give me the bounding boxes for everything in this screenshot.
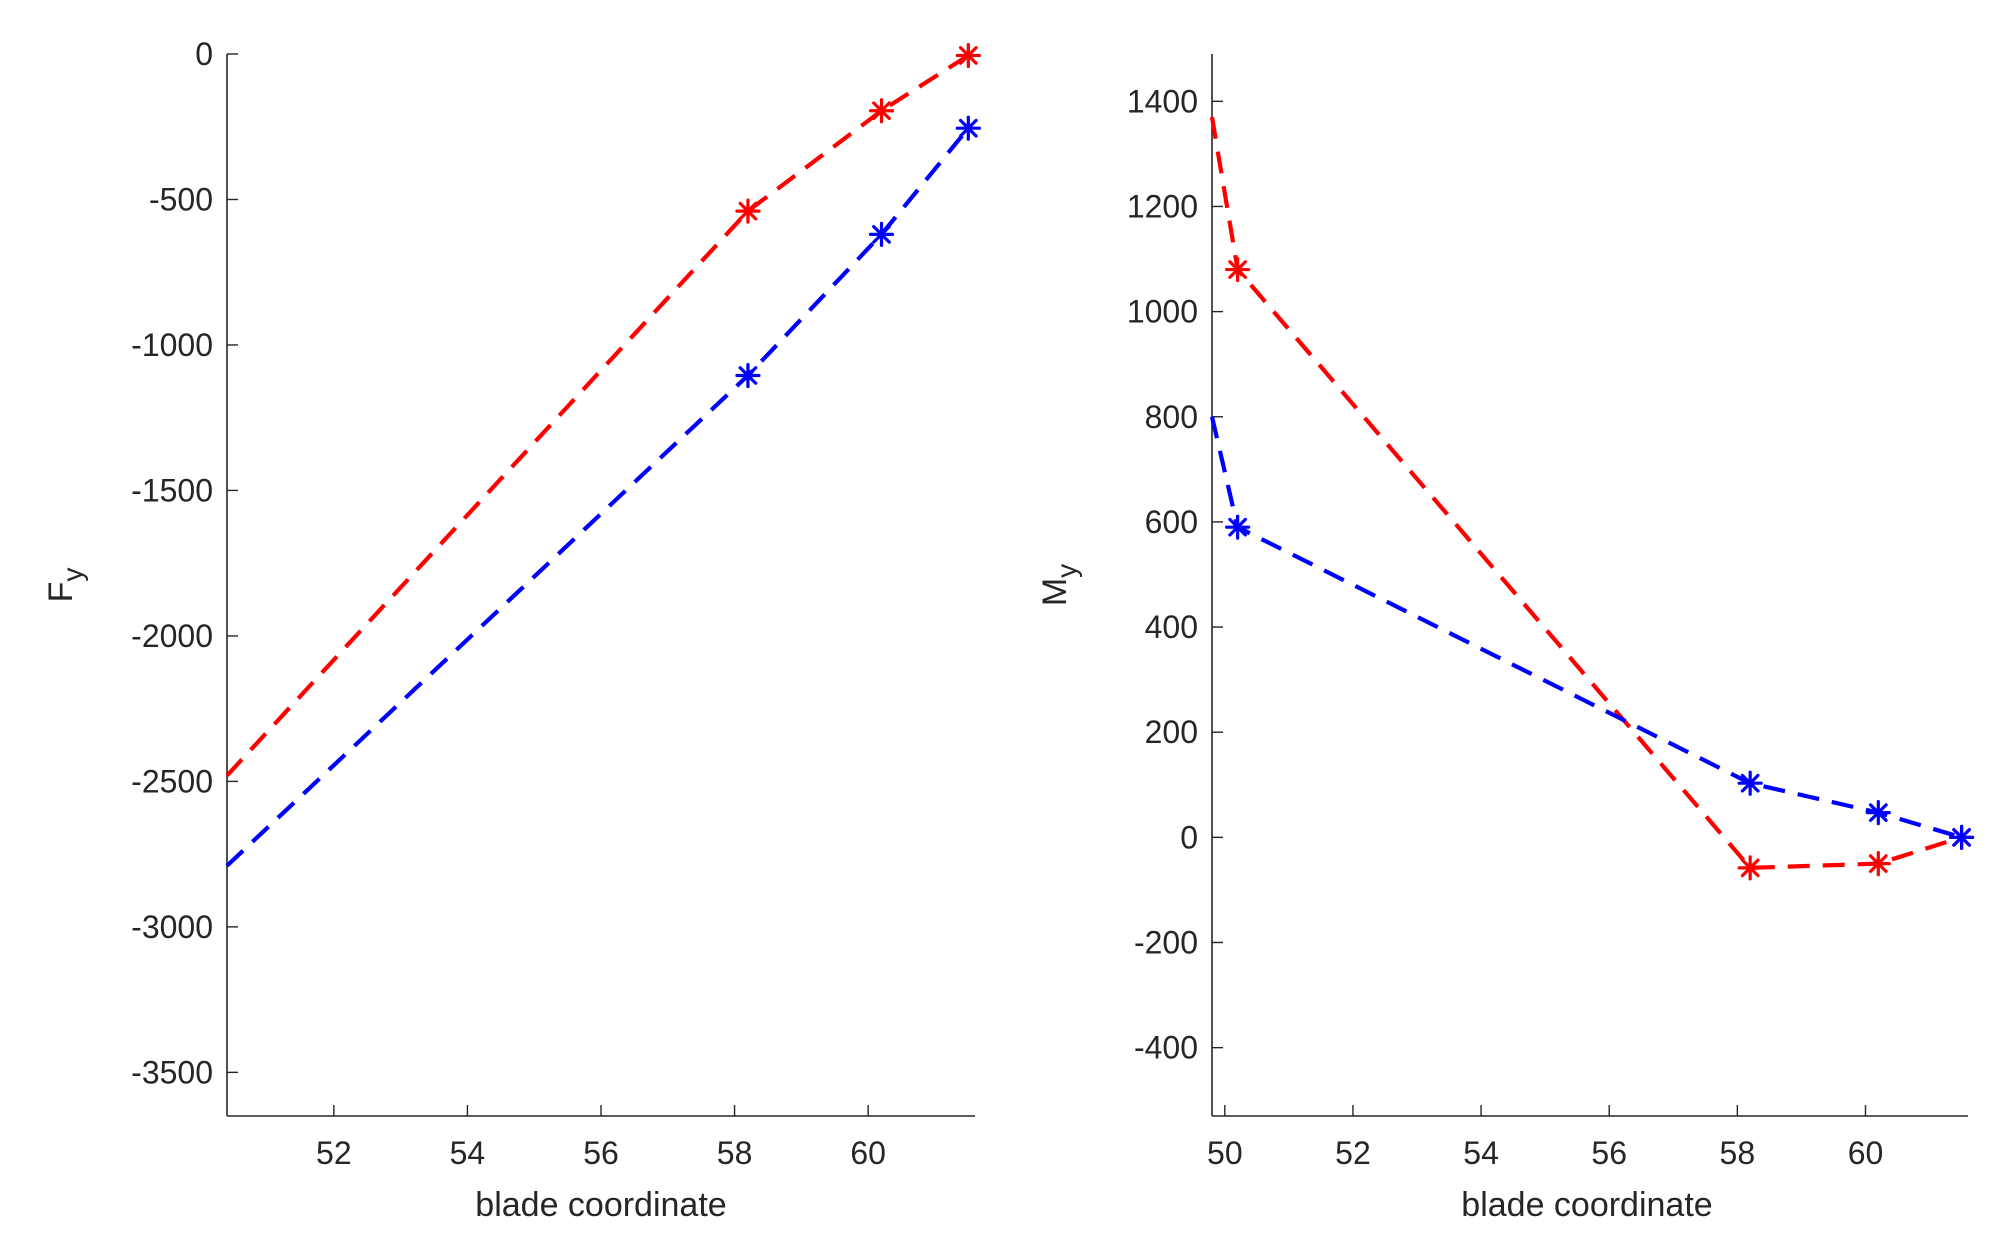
left-plot-x-axis-label: blade coordinate bbox=[475, 1186, 726, 1224]
right-plot-x-tick-label: 50 bbox=[1207, 1135, 1243, 1171]
right-plot-data-point-blue bbox=[1948, 824, 1975, 850]
right-plot-x-axis-label: blade coordinate bbox=[1461, 1186, 1712, 1224]
left-plot-x-tick-label: 58 bbox=[717, 1135, 753, 1171]
left-plot-y-axis-label-main: F bbox=[42, 582, 80, 603]
left-plot-y-axis-label: Fy bbox=[42, 568, 88, 603]
right-plot-y-tick-label: 0 bbox=[1180, 819, 1198, 855]
right-plot-y-tick-label: 1000 bbox=[1127, 294, 1198, 330]
left-plot-x-tick-label: 54 bbox=[450, 1135, 486, 1171]
right-plot-y-tick-label: 200 bbox=[1145, 714, 1198, 750]
right-plot-x-tick-label: 56 bbox=[1591, 1135, 1627, 1171]
right-plot-my: 50 52 54 56 58 60 1400 1200 1000 800 600 400 200 0 -20… bbox=[1036, 54, 1975, 1224]
left-plot-y-tick-label: 0 bbox=[195, 36, 213, 72]
right-plot-y-tick-label: -200 bbox=[1134, 925, 1198, 961]
right-plot-data-point-blue bbox=[1737, 770, 1763, 796]
right-plot-y-tick-label: 800 bbox=[1145, 399, 1198, 435]
right-plot-y-axis-label-main: M bbox=[1036, 578, 1074, 606]
left-plot-series-line-red bbox=[225, 53, 970, 778]
left-plot-x-tick-label: 52 bbox=[316, 1135, 352, 1171]
right-plot-y-tick-label: 1400 bbox=[1127, 83, 1198, 119]
left-plot-data-point-red bbox=[955, 42, 981, 69]
right-plot-y-tick-label: 400 bbox=[1145, 609, 1198, 645]
left-plot-data-point-red bbox=[868, 98, 895, 124]
left-plot-y-tick-label: -1000 bbox=[131, 327, 213, 363]
left-plot-y-tick-label: -3500 bbox=[131, 1054, 213, 1090]
right-plot-y-tick-label: 600 bbox=[1145, 504, 1198, 540]
right-plot-data-point-red bbox=[1737, 855, 1763, 881]
right-plot-ticks: 50 52 54 56 58 60 1400 1200 1000 800 600 400 200 0 -20… bbox=[1127, 83, 1883, 1171]
right-plot-axes bbox=[1211, 54, 1968, 1117]
right-plot-x-tick-label: 52 bbox=[1335, 1135, 1371, 1171]
left-plot-data-point-blue bbox=[868, 221, 895, 247]
left-plot-y-tick-label: -2000 bbox=[131, 618, 213, 654]
left-plot-series-blue bbox=[225, 115, 981, 868]
right-plot-x-tick-label: 60 bbox=[1848, 1135, 1884, 1171]
left-plot-data-point-blue bbox=[955, 115, 981, 141]
left-plot-ticks: 52 54 56 58 60 0 -500 -1000 -1500 -2000 -2500 -3000… bbox=[131, 36, 886, 1171]
left-plot-series-line-blue bbox=[225, 126, 970, 868]
right-plot-series-blue bbox=[1209, 416, 1975, 850]
left-plot-series bbox=[225, 42, 981, 868]
left-plot-y-tick-label: -500 bbox=[149, 181, 213, 217]
left-plot-y-tick-label: -2500 bbox=[131, 763, 213, 799]
right-plot-data-point-red bbox=[1865, 851, 1891, 877]
right-plot-data-point-blue bbox=[1865, 800, 1891, 826]
right-plot-y-axis-label-sub: y bbox=[1051, 564, 1082, 578]
right-plot-x-tick-label: 58 bbox=[1720, 1135, 1756, 1171]
right-plot-series-line-blue bbox=[1209, 416, 1963, 840]
left-plot-y-tick-label: -1500 bbox=[131, 472, 213, 508]
left-plot-y-axis-label-sub: y bbox=[57, 568, 88, 582]
left-plot-y-tick-label: -3000 bbox=[131, 909, 213, 945]
right-plot-x-tick-label: 54 bbox=[1463, 1135, 1499, 1171]
left-plot-series-red bbox=[225, 42, 981, 778]
right-plot-series bbox=[1209, 116, 1975, 881]
right-plot-y-tick-label: -400 bbox=[1134, 1030, 1198, 1066]
right-plot-y-axis-label: My bbox=[1036, 564, 1082, 606]
left-plot-axes bbox=[226, 54, 975, 1117]
right-plot-data-point-blue bbox=[1225, 514, 1251, 540]
right-plot-data-point-red bbox=[1225, 256, 1251, 283]
left-plot-data-point-red bbox=[735, 198, 761, 224]
left-plot-data-point-blue bbox=[735, 362, 761, 389]
left-plot-x-tick-label: 56 bbox=[583, 1135, 619, 1171]
right-plot-y-tick-label: 1200 bbox=[1127, 188, 1198, 224]
right-plot-series-line-red bbox=[1209, 116, 1963, 870]
left-plot-fy: 52 54 56 58 60 0 -500 -1000 -1500 -2000 -2500 -3000… bbox=[42, 36, 981, 1224]
left-plot-x-tick-label: 60 bbox=[850, 1135, 886, 1171]
right-plot-series-red bbox=[1209, 116, 1975, 881]
